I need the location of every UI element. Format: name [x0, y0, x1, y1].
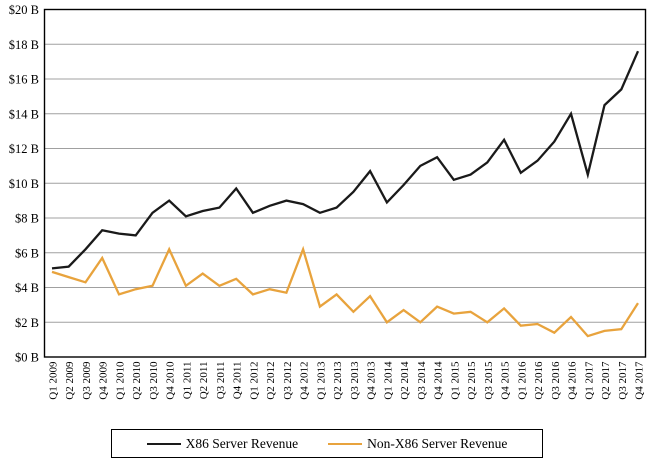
y-tick-label: $4 B: [15, 281, 39, 295]
y-tick-label: $2 B: [15, 316, 39, 330]
x-tick-label: Q2 2011: [198, 362, 210, 400]
x-tick-label: Q1 2016: [516, 361, 528, 400]
x-tick-label: Q1 2014: [382, 361, 394, 400]
x-tick-label: Q4 2010: [165, 361, 177, 400]
x-tick-label: Q3 2009: [81, 361, 93, 400]
x-tick-label: Q1 2010: [114, 361, 126, 400]
x-tick-label: Q1 2017: [583, 361, 595, 400]
x-tick-label: Q1 2012: [248, 362, 260, 400]
x-tick-label: Q3 2010: [148, 361, 160, 400]
legend-item-non-x86: Non-X86 Server Revenue: [328, 437, 507, 451]
x-tick-label: Q4 2012: [299, 362, 311, 400]
x-tick-label: Q2 2015: [466, 361, 478, 400]
plot-border: [43, 8, 647, 358]
y-tick-label: $0 B: [15, 351, 39, 365]
x-tick-label: Q4 2009: [98, 361, 110, 400]
x-tick-label: Q2 2014: [399, 361, 411, 400]
legend-item-x86: X86 Server Revenue: [146, 435, 299, 451]
x-tick-label: Q3 2012: [282, 362, 294, 400]
legend-label-non-x86: Non-X86 Server Revenue: [367, 435, 508, 451]
x-tick-label: Q1 2013: [315, 361, 327, 400]
series-line-non-x86: [51, 245, 639, 338]
series-line-x86: [51, 50, 640, 270]
x86-series-line-swatch-icon: [146, 442, 181, 445]
x-tick-label: Q4 2013: [366, 361, 378, 400]
x-tick-label: Q3 2013: [349, 361, 361, 400]
x-tick-label: Q3 2014: [416, 361, 428, 400]
x-tick-label: Q3 2016: [550, 361, 562, 400]
x-tick-label: Q2 2016: [533, 361, 545, 400]
y-tick-label: $20 B: [9, 3, 39, 17]
y-tick-label: $14 B: [9, 107, 39, 121]
x-tick-label: Q2 2017: [600, 361, 612, 400]
y-tick-label: $6 B: [15, 246, 39, 260]
x-tick-label: Q4 2015: [500, 361, 512, 400]
x-tick-label: Q4 2011: [232, 362, 244, 400]
x-tick-label: Q2 2010: [131, 361, 143, 400]
chart-legend: X86 Server Revenue Non-X86 Server Revenu…: [111, 429, 543, 458]
non-x86-series-line-swatch-icon: [328, 442, 363, 445]
x-tick-label: Q3 2011: [215, 362, 227, 400]
x-tick-label: Q1 2015: [449, 361, 461, 400]
x-tick-label: Q2 2009: [64, 361, 76, 400]
y-tick-label: $16 B: [9, 73, 39, 87]
x-tick-label: Q3 2017: [617, 361, 629, 400]
x-tick-label: Q1 2009: [48, 361, 60, 400]
y-tick-label: $12 B: [9, 142, 39, 156]
x-tick-label: Q3 2015: [483, 361, 495, 400]
x-tick-label: Q1 2011: [181, 362, 193, 400]
legend-label-x86: X86 Server Revenue: [185, 435, 299, 451]
x-tick-label: Q4 2016: [567, 361, 579, 400]
y-tick-label: $10 B: [9, 177, 39, 191]
x-tick-label: Q4 2017: [634, 361, 646, 400]
x-tick-label: Q2 2013: [332, 361, 344, 400]
y-tick-label: $8 B: [15, 212, 39, 226]
y-tick-label: $18 B: [9, 38, 39, 52]
x-tick-label: Q4 2014: [433, 361, 445, 400]
x-tick-label: Q2 2012: [265, 362, 277, 400]
